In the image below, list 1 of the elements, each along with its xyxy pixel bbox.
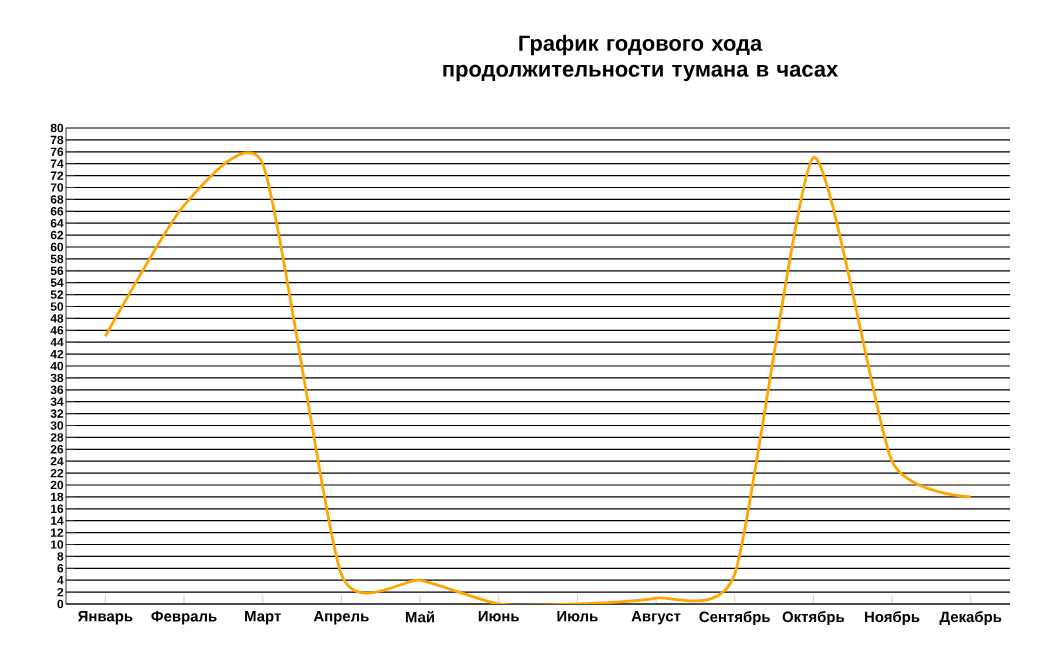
chart-title: График годового хода продолжительности тумана в часах <box>443 34 839 82</box>
